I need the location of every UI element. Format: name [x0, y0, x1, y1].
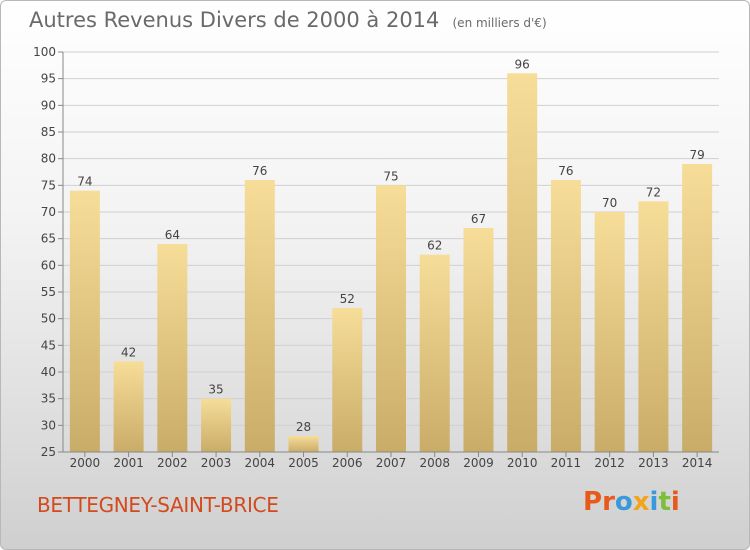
y-tick-label: 30 [41, 418, 56, 432]
x-tick-label: 2010 [507, 456, 538, 470]
x-tick-label: 2003 [201, 456, 232, 470]
bar-2009 [463, 228, 494, 452]
logo-letter: r [602, 487, 615, 517]
value-label: 52 [340, 292, 355, 306]
value-label: 96 [515, 57, 530, 71]
bar-2005 [288, 436, 319, 452]
x-tick-label: 2007 [376, 456, 407, 470]
value-label: 70 [602, 196, 617, 210]
y-tick-label: 80 [41, 152, 56, 166]
y-tick-label: 75 [41, 178, 56, 192]
x-tick-label: 2002 [157, 456, 188, 470]
y-tick-label: 90 [41, 98, 56, 112]
labels: 25 30 35 40 45 50 55 60 65 70 75 80 85 90 95 100 74 2000 4… [33, 45, 712, 470]
y-tick-label: 60 [41, 258, 56, 272]
bars [69, 73, 713, 453]
bar-2003 [201, 398, 232, 452]
x-tick-label: 2006 [332, 456, 363, 470]
title-text: Autres Revenus Divers de 2000 à 2014 [29, 8, 440, 32]
x-tick-label: 2001 [113, 456, 144, 470]
y-tick-label: 35 [41, 392, 56, 406]
value-label: 79 [689, 148, 704, 162]
logo-letter: P [583, 487, 603, 517]
bar-2006 [332, 308, 363, 452]
x-tick-label: 2004 [245, 456, 276, 470]
bar-2011 [550, 180, 581, 452]
x-tick-label: 2011 [551, 456, 582, 470]
value-label: 74 [77, 175, 92, 189]
y-tick-label: 55 [41, 285, 56, 299]
bar-2013 [638, 201, 669, 452]
bar-2010 [507, 73, 538, 452]
value-label: 76 [252, 164, 267, 178]
bar-2008 [419, 254, 450, 452]
x-tick-label: 2009 [463, 456, 494, 470]
value-label: 75 [383, 169, 398, 183]
bar-2002 [157, 244, 188, 452]
logo-letter: x [632, 487, 650, 517]
x-tick-label: 2014 [682, 456, 713, 470]
value-label: 62 [427, 239, 442, 253]
x-tick-label: 2008 [419, 456, 450, 470]
value-label: 42 [121, 345, 136, 359]
bar-2000 [69, 190, 100, 452]
city-name: BETTEGNEY-SAINT-BRICE [37, 493, 279, 517]
x-tick-label: 2012 [594, 456, 625, 470]
x-tick-label: 2005 [288, 456, 319, 470]
y-tick-label: 65 [41, 232, 56, 246]
unit-label: (en milliers d'€) [452, 16, 547, 30]
y-tick-label: 40 [41, 365, 56, 379]
bar-2001 [113, 361, 144, 452]
axes [58, 51, 719, 457]
x-tick-label: 2013 [638, 456, 669, 470]
bar-2004 [244, 180, 275, 452]
value-label: 67 [471, 212, 486, 226]
y-tick-label: 25 [41, 445, 56, 459]
x-tick-label: 2000 [70, 456, 101, 470]
y-tick-label: 100 [33, 45, 56, 59]
logo-letter: o [614, 487, 633, 517]
value-label: 64 [165, 228, 180, 242]
y-tick-label: 70 [41, 205, 56, 219]
y-tick-label: 45 [41, 338, 56, 352]
value-label: 35 [208, 383, 223, 397]
bar-2007 [376, 185, 406, 453]
y-tick-label: 85 [41, 125, 56, 139]
logo-letter: i [670, 487, 680, 517]
value-label: 28 [296, 420, 311, 434]
bar-2014 [682, 164, 713, 452]
value-label: 76 [558, 164, 573, 178]
bar-2012 [594, 212, 625, 452]
logo-letter: i [649, 487, 659, 517]
chart-title: Autres Revenus Divers de 2000 à 2014 (en… [29, 8, 547, 32]
y-tick-label: 50 [41, 312, 56, 326]
logo-letter: t [658, 487, 671, 517]
value-label: 72 [646, 185, 661, 199]
y-tick-label: 95 [41, 72, 56, 86]
proxiti-logo[interactable]: Proxiti [583, 487, 680, 517]
